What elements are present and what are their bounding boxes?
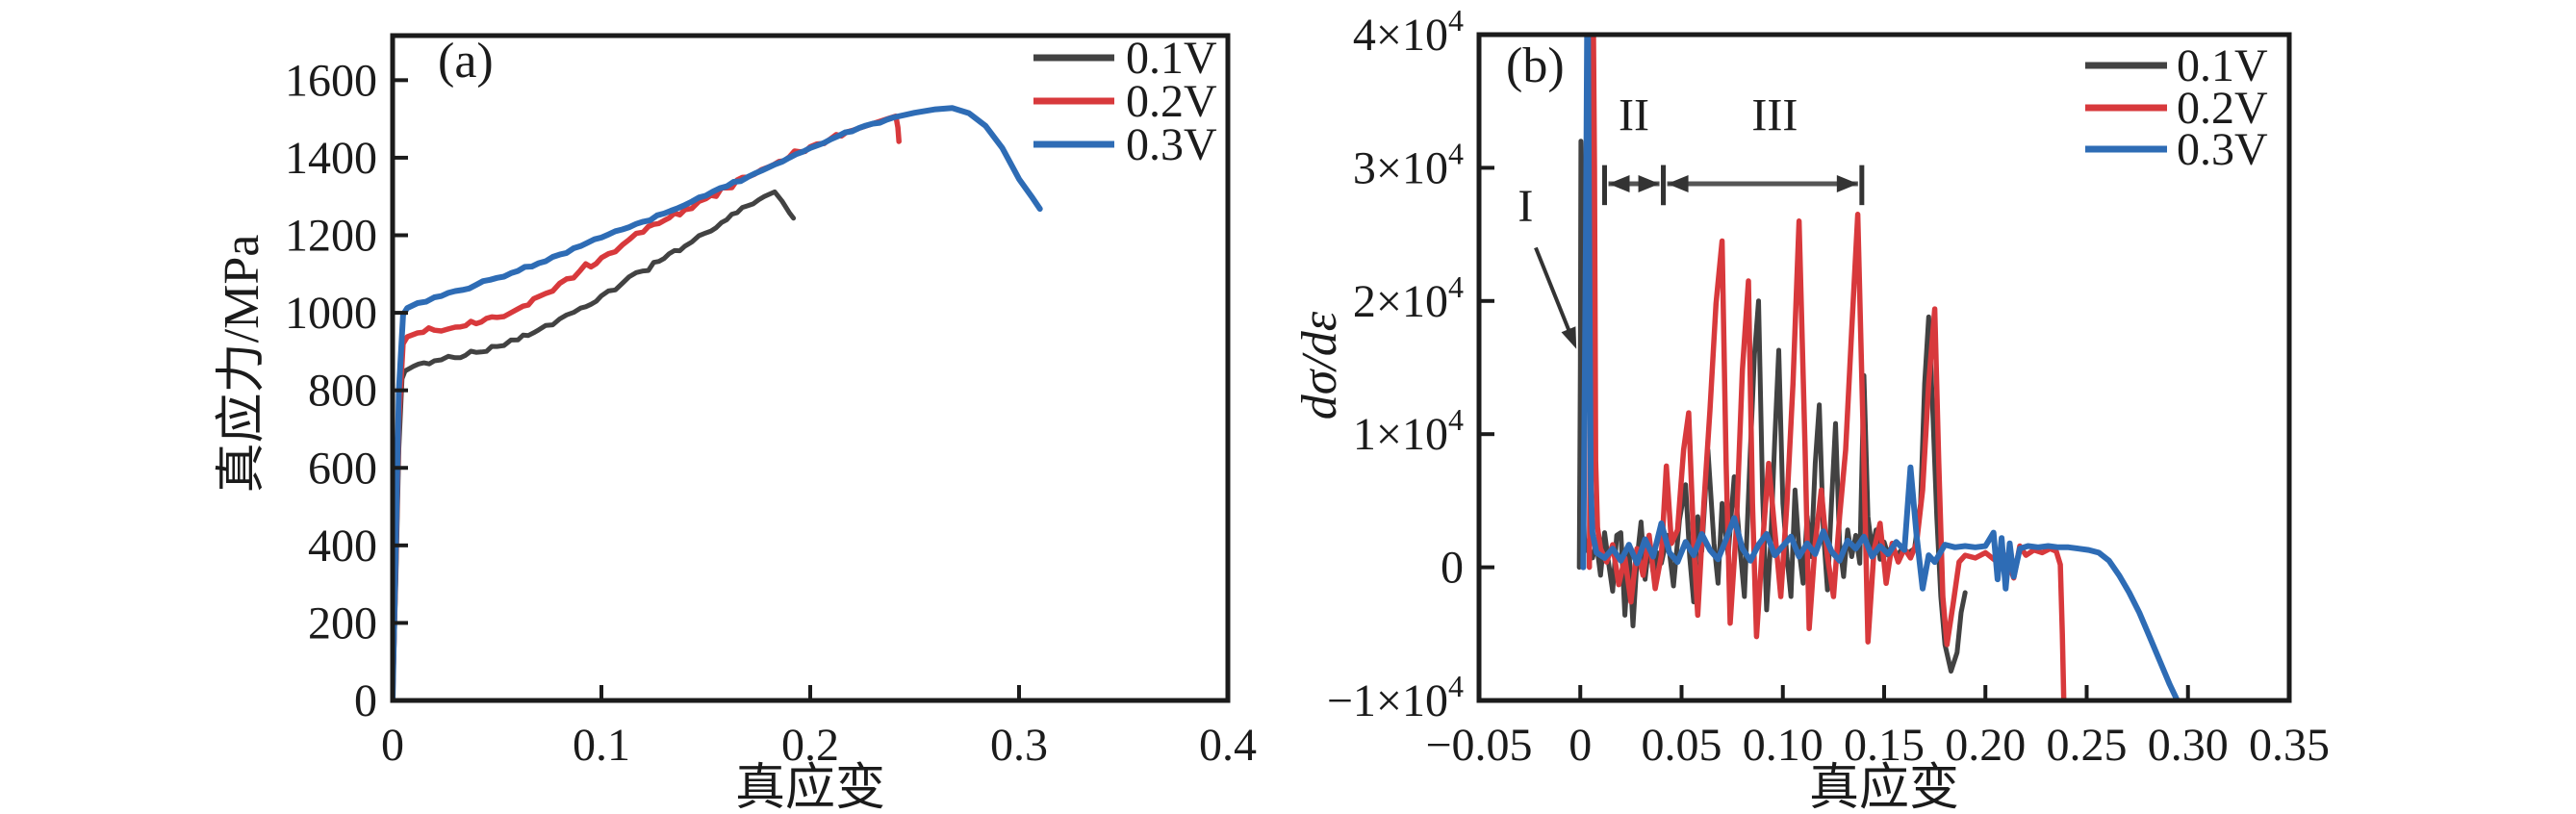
panel-b: −0.05 0 0.05 0.10 0.15 0.20 0.25 0.30 0.35 −1×104…: [1292, 3, 2330, 814]
region-II-right-arrowhead: [1638, 175, 1660, 193]
panel-a-x-tick-label: 0.3: [990, 720, 1048, 771]
panel-a-y-tick-label: 0: [354, 675, 377, 726]
panel-b-x-tick-label: 0.30: [2148, 720, 2229, 771]
panel-b-frame: [1476, 32, 2292, 703]
region-II-left-arrowhead: [1608, 175, 1630, 193]
panel-a-y-tick-label: 1000: [285, 288, 377, 339]
region-III-left-arrowhead: [1667, 175, 1689, 193]
legend-label-0.3V: 0.3V: [2177, 124, 2268, 175]
curve-a-0.3V: [393, 105, 1043, 700]
panel-b-y-tick-label: 3×104: [1353, 136, 1464, 193]
panel-a-curves: [393, 105, 1043, 700]
region-III-label: III: [1751, 90, 1798, 141]
panel-a: 0 0.1 0.2 0.3 0.4 0 200 400 600 800 1000 1200 1400 16…: [215, 33, 1257, 814]
panel-b-x-tick-label: 0.15: [1844, 720, 1925, 771]
panel-b-x-tick-label: 0.25: [2047, 720, 2128, 771]
region-I-label: I: [1518, 181, 1533, 232]
panel-b-x-axis-title: 真应变: [1809, 761, 1959, 814]
panel-a-x-tick-label: 0.4: [1199, 720, 1257, 771]
panel-a-y-tick-label: 1400: [285, 133, 377, 184]
curve-a-0.1V: [393, 189, 797, 700]
panel-a-y-tick-label: 200: [308, 598, 377, 649]
region-I-arrow: [1534, 246, 1576, 344]
panel-a-y-tick-label: 800: [308, 366, 377, 417]
panel-b-legend: 0.1V0.2V0.3V: [2085, 40, 2268, 175]
curve-a-0.2V: [393, 114, 902, 700]
panel-a-x-tick-label: 0.1: [573, 720, 630, 771]
panel-b-letter: (b): [1506, 38, 1565, 93]
region-I-arrowhead: [1561, 326, 1577, 349]
curve-b-0.1V: [1576, 139, 1968, 674]
legend-label-0.2V: 0.2V: [2177, 83, 2268, 134]
region-II-label: II: [1619, 90, 1649, 141]
panel-a-y-tick-label: 600: [308, 443, 377, 494]
panel-b-y-tick-label: −1×104: [1327, 669, 1464, 726]
panel-a-letter: (a): [438, 34, 494, 89]
panel-b-x-tick-label: −0.05: [1425, 720, 1532, 771]
panel-b-x-tick-label: 0.20: [1945, 720, 2026, 771]
legend-label-0.3V: 0.3V: [1126, 119, 1217, 170]
panel-a-y-tick-label: 1200: [285, 211, 377, 262]
panel-a-legend: 0.1V0.2V0.3V: [1033, 33, 1217, 170]
panel-a-y-axis-title: 真应力/MPa: [215, 235, 269, 494]
panel-b-curves: [1576, 35, 2181, 700]
legend-label-0.1V: 0.1V: [1126, 33, 1217, 84]
panel-b-y-tick-label: 4×104: [1353, 3, 1464, 61]
panel-a-x-tick-label: 0.2: [781, 720, 839, 771]
panel-b-x-tick-label: 0: [1569, 720, 1592, 771]
panel-b-region-annotations: III III: [1518, 90, 1865, 349]
panel-a-y-tick-label: 1600: [285, 55, 377, 106]
legend-label-0.1V: 0.1V: [2177, 40, 2268, 91]
legend-label-0.2V: 0.2V: [1126, 76, 1217, 127]
panel-b-x-tick-label: 0.35: [2249, 720, 2330, 771]
panel-b-y-axis-title: dσ/dε: [1292, 311, 1347, 420]
region-III-right-arrowhead: [1836, 175, 1858, 193]
panel-b-x-tick-label: 0.05: [1642, 720, 1722, 771]
panel-a-x-axis-title: 真应变: [735, 761, 885, 814]
curve-b-0.2V: [1586, 35, 2067, 700]
curve-b-0.3V: [1580, 35, 2181, 700]
panel-a-x-tick-label: 0: [381, 720, 404, 771]
panel-b-y-tick-label: 1×104: [1353, 402, 1464, 460]
panel-a-frame: [390, 33, 1231, 703]
panel-b-y-tick-label: 2×104: [1353, 269, 1464, 327]
panel-b-x-tick-label: 0.10: [1743, 720, 1824, 771]
panel-b-y-tick-label: 0: [1441, 543, 1464, 594]
panel-a-y-tick-label: 400: [308, 521, 377, 572]
